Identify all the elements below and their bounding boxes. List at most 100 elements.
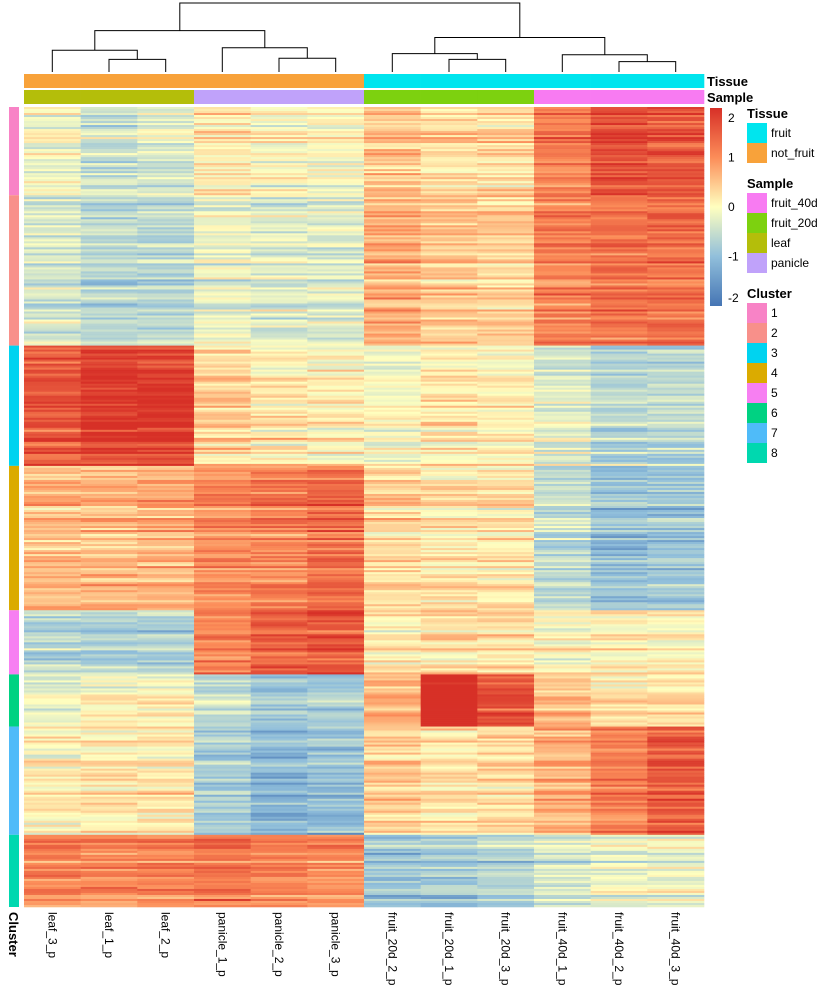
heatmap-cell — [250, 714, 308, 717]
heatmap-cell — [477, 524, 535, 527]
heatmap-cell — [307, 309, 365, 312]
heatmap-cell — [24, 133, 81, 136]
heatmap-cell — [250, 459, 308, 463]
heatmap-cell — [137, 351, 195, 354]
heatmap-cell — [194, 662, 251, 665]
heatmap-cell — [24, 119, 81, 122]
heatmap-cell — [477, 788, 535, 792]
heatmap-cell — [80, 506, 138, 509]
heatmap-cell — [590, 516, 648, 519]
heatmap-cell — [137, 375, 195, 378]
heatmap-cell — [534, 624, 591, 627]
heatmap-cell — [590, 610, 648, 613]
heatmap-cell — [590, 578, 648, 581]
heatmap-cell — [80, 552, 138, 555]
heatmap-cell — [364, 323, 421, 326]
heatmap-cell — [137, 590, 195, 593]
heatmap-cell — [137, 421, 195, 425]
heatmap-cell — [590, 592, 648, 595]
heatmap-cell — [534, 229, 591, 232]
heatmap-cell — [590, 576, 648, 579]
heatmap-cell — [137, 726, 195, 729]
heatmap-cell — [80, 353, 138, 356]
heatmap-cell — [80, 429, 138, 433]
heatmap-cell — [364, 872, 421, 876]
heatmap-cell — [80, 582, 138, 585]
heatmap-cell — [307, 491, 365, 495]
heatmap-cell — [647, 495, 705, 499]
heatmap-cell — [534, 704, 591, 707]
heatmap-cell — [590, 273, 648, 276]
heatmap-cell — [194, 516, 251, 519]
heatmap-cell — [137, 776, 195, 779]
heatmap-cell — [420, 824, 478, 828]
heatmap-cell — [364, 487, 421, 491]
heatmap-cell — [24, 732, 81, 735]
heatmap-cell — [364, 798, 421, 802]
heatmap-cell — [590, 806, 648, 810]
heatmap-cell — [194, 215, 251, 218]
heatmap-cell — [24, 233, 81, 236]
heatmap-cell — [420, 644, 478, 647]
heatmap-cell — [477, 391, 535, 395]
heatmap-cell — [590, 754, 648, 757]
heatmap-cell — [534, 195, 591, 198]
heatmap-cell — [250, 463, 308, 467]
heatmap-cell — [194, 720, 251, 723]
heatmap-cell — [364, 720, 421, 723]
heatmap-cell — [647, 516, 705, 519]
heatmap-cell — [24, 788, 81, 792]
heatmap-cell — [590, 862, 648, 866]
heatmap-cell — [307, 469, 365, 473]
heatmap-cell — [24, 878, 81, 882]
heatmap-cell — [647, 882, 705, 886]
heatmap-cell — [307, 349, 365, 352]
heatmap-cell — [477, 772, 535, 775]
heatmap-cell — [477, 201, 535, 204]
heatmap-cell — [364, 800, 421, 804]
heatmap-cell — [80, 896, 138, 900]
heatmap-cell — [250, 487, 308, 491]
heatmap-cell — [250, 373, 308, 376]
heatmap-cell — [194, 590, 251, 593]
heatmap-cell — [534, 800, 591, 804]
heatmap-cell — [194, 217, 251, 220]
heatmap-cell — [24, 389, 81, 393]
heatmap-cell — [137, 277, 195, 280]
heatmap-cell — [250, 231, 308, 234]
heatmap-cell — [80, 522, 138, 525]
heatmap-cell — [194, 427, 251, 431]
heatmap-cell — [534, 409, 591, 413]
heatmap-cell — [250, 161, 308, 164]
heatmap-cell — [80, 708, 138, 711]
sample-annotation-cell — [647, 90, 705, 104]
heatmap-cell — [307, 457, 365, 461]
heatmap-cell — [420, 634, 478, 637]
heatmap-cell — [647, 778, 705, 781]
heatmap-cell — [250, 145, 308, 148]
heatmap-cell — [534, 858, 591, 862]
heatmap-cell — [534, 411, 591, 415]
heatmap-cell — [534, 221, 591, 224]
heatmap-cell — [307, 119, 365, 122]
heatmap-cell — [137, 552, 195, 555]
heatmap-cell — [80, 443, 138, 447]
heatmap-cell — [137, 698, 195, 701]
heatmap-cell — [590, 237, 648, 240]
heatmap-cell — [307, 333, 365, 336]
heatmap-cell — [477, 740, 535, 743]
heatmap-cell — [250, 443, 308, 447]
heatmap-cell — [194, 421, 251, 425]
heatmap-cell — [194, 746, 251, 749]
heatmap-cell — [534, 610, 591, 613]
heatmap-cell — [24, 169, 81, 172]
heatmap-cell — [194, 634, 251, 637]
heatmap-cell — [194, 860, 251, 864]
heatmap-cell — [477, 730, 535, 733]
heatmap-cell — [194, 710, 251, 713]
heatmap-cell — [307, 433, 365, 437]
tissue-annotation-cell — [24, 74, 81, 88]
heatmap-cell — [307, 473, 365, 477]
heatmap-cell — [477, 293, 535, 296]
heatmap-cell — [137, 137, 195, 140]
